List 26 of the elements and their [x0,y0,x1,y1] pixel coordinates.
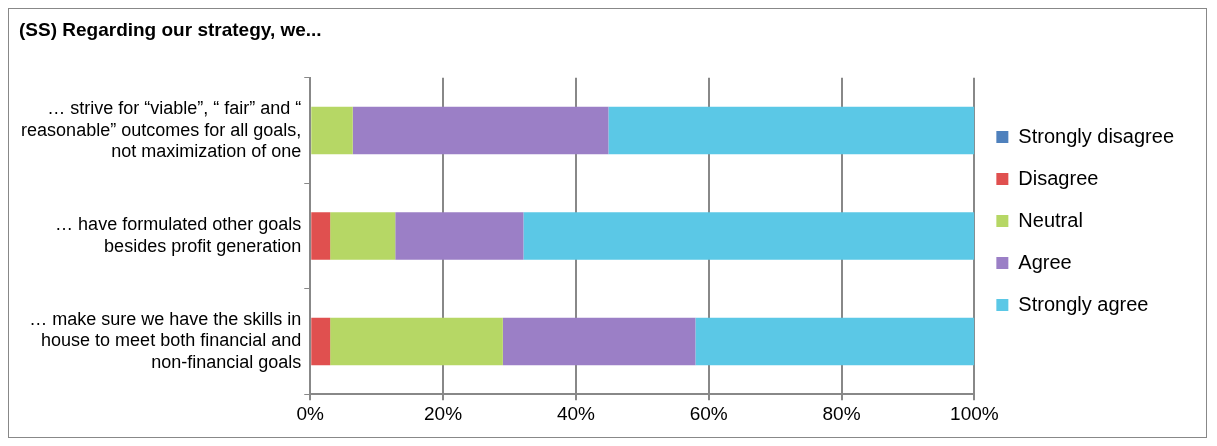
bar [330,317,503,366]
bar [695,317,975,366]
y-tick-label: … strive for “viable”, “ fair” and “ reasonable” outcomes for all goals, not maximization of one [21,97,302,162]
bar [311,212,331,260]
x-tick-label: 100% [950,402,999,424]
x-tick-label: 40% [556,402,596,424]
legend-label: Agree [1018,250,1072,273]
x-tick-label: 60% [689,402,728,424]
bar [330,212,396,260]
legend-label: Disagree [1018,166,1099,189]
bar [523,212,975,260]
x-tick-label: 20% [424,402,463,424]
bar [502,317,696,366]
y-tick-label: … have formulated other goals besides profit generation [55,214,302,256]
bar [311,317,331,366]
legend-label: Strongly disagree [1018,124,1175,147]
legend-label: Strongly agree [1018,292,1149,315]
chart-title: (SS) Regarding our strategy, we... [19,18,322,40]
x-tick-label: 0% [296,402,325,424]
y-tick-label: … make sure we have the skills in house to meet both financial and non-financial goals [29,308,302,373]
bar [608,106,975,155]
bar [395,212,524,260]
bar [311,106,353,155]
x-tick-label: 80% [822,402,861,424]
legend-label: Neutral [1018,208,1083,231]
bar [352,106,609,155]
